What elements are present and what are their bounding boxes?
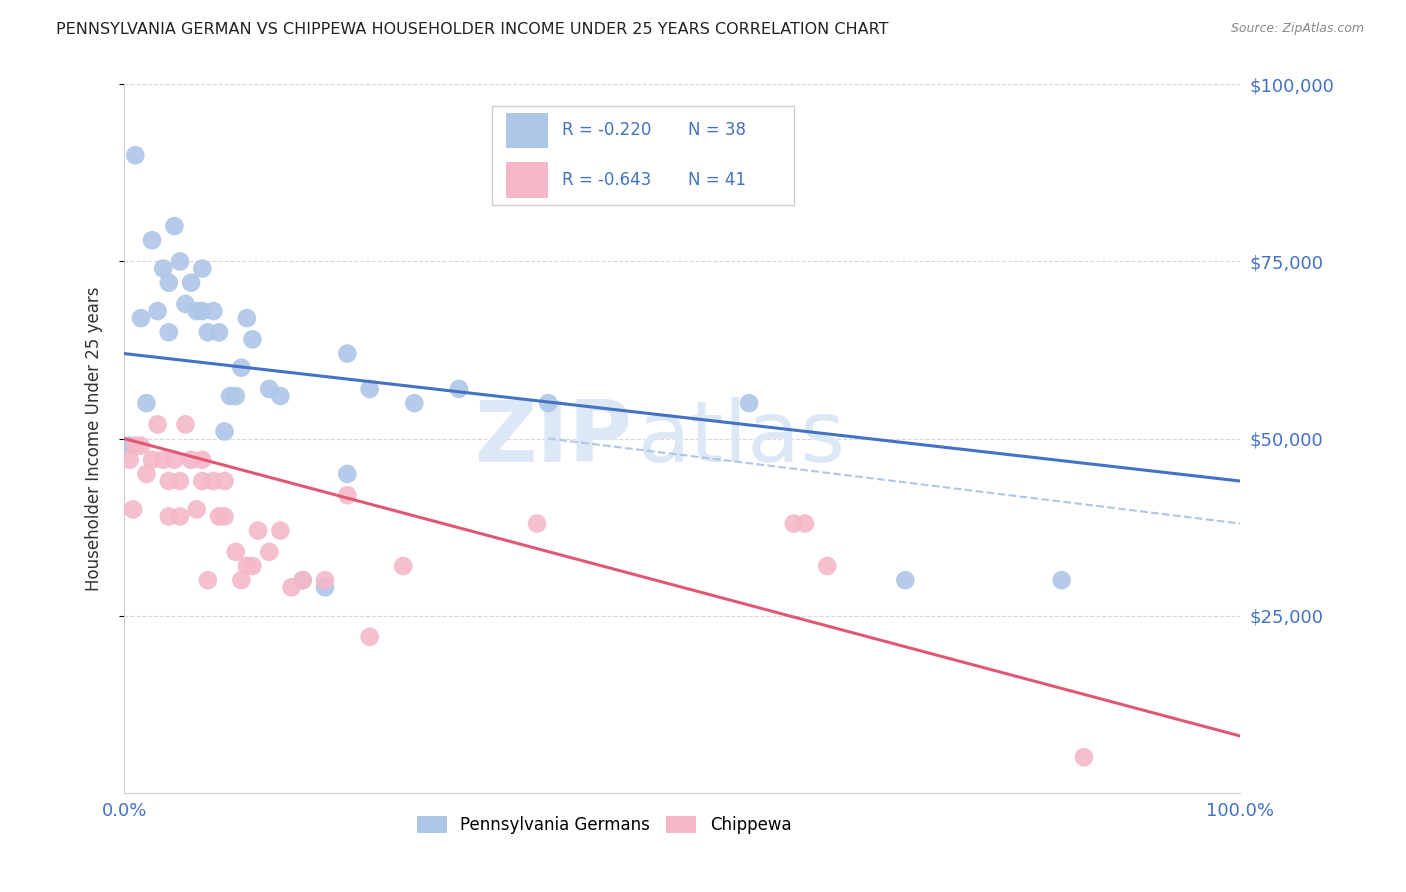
Point bbox=[404, 396, 426, 410]
Point bbox=[236, 311, 259, 326]
Y-axis label: Householder Income Under 25 years: Householder Income Under 25 years bbox=[86, 286, 103, 591]
Point bbox=[242, 559, 264, 574]
Point bbox=[225, 545, 247, 559]
Point bbox=[169, 254, 191, 268]
Point bbox=[124, 439, 146, 453]
Point bbox=[141, 452, 163, 467]
Point bbox=[152, 452, 174, 467]
Point bbox=[169, 509, 191, 524]
Point bbox=[231, 360, 253, 375]
Text: N = 38: N = 38 bbox=[688, 121, 745, 139]
Point bbox=[135, 467, 157, 481]
Point bbox=[219, 389, 242, 403]
Point bbox=[236, 559, 259, 574]
Point bbox=[152, 261, 174, 276]
Text: atlas: atlas bbox=[637, 397, 845, 480]
Point bbox=[247, 524, 270, 538]
Point bbox=[1073, 750, 1095, 764]
Text: R = -0.220: R = -0.220 bbox=[561, 121, 651, 139]
Point bbox=[129, 439, 152, 453]
Point bbox=[214, 474, 236, 488]
Text: PENNSYLVANIA GERMAN VS CHIPPEWA HOUSEHOLDER INCOME UNDER 25 YEARS CORRELATION CH: PENNSYLVANIA GERMAN VS CHIPPEWA HOUSEHOL… bbox=[56, 22, 889, 37]
Text: N = 41: N = 41 bbox=[688, 171, 745, 189]
Point bbox=[157, 474, 180, 488]
Point bbox=[793, 516, 815, 531]
Point bbox=[141, 233, 163, 247]
Point bbox=[738, 396, 761, 410]
Point bbox=[197, 573, 219, 587]
Point bbox=[291, 573, 314, 587]
FancyBboxPatch shape bbox=[506, 112, 548, 148]
Point bbox=[129, 311, 152, 326]
Point bbox=[202, 474, 225, 488]
Point bbox=[118, 452, 141, 467]
Point bbox=[180, 452, 202, 467]
Point bbox=[359, 382, 381, 396]
Point bbox=[815, 559, 838, 574]
Point bbox=[526, 516, 548, 531]
Text: ZIP: ZIP bbox=[474, 397, 631, 480]
Point bbox=[537, 396, 560, 410]
Point bbox=[214, 425, 236, 439]
Point bbox=[122, 502, 145, 516]
Point bbox=[202, 304, 225, 318]
Point bbox=[191, 474, 214, 488]
Point bbox=[894, 573, 917, 587]
Point bbox=[146, 304, 169, 318]
Point bbox=[191, 452, 214, 467]
Point bbox=[146, 417, 169, 432]
Point bbox=[169, 474, 191, 488]
Legend: Pennsylvania Germans, Chippewa: Pennsylvania Germans, Chippewa bbox=[416, 815, 792, 834]
Point bbox=[124, 148, 146, 162]
Point bbox=[269, 524, 291, 538]
Point bbox=[291, 573, 314, 587]
Point bbox=[314, 580, 336, 594]
Point bbox=[191, 304, 214, 318]
Point bbox=[336, 346, 359, 360]
Point bbox=[208, 509, 231, 524]
Point bbox=[280, 580, 302, 594]
Point bbox=[174, 417, 197, 432]
Point bbox=[392, 559, 415, 574]
Point bbox=[180, 276, 202, 290]
Point bbox=[208, 326, 231, 340]
Text: R = -0.643: R = -0.643 bbox=[561, 171, 651, 189]
Point bbox=[783, 516, 806, 531]
Point bbox=[269, 389, 291, 403]
Point bbox=[214, 509, 236, 524]
Point bbox=[314, 573, 336, 587]
Point bbox=[174, 297, 197, 311]
Point bbox=[135, 396, 157, 410]
Point bbox=[242, 332, 264, 346]
Point bbox=[1050, 573, 1073, 587]
Point bbox=[163, 452, 186, 467]
Point bbox=[191, 261, 214, 276]
Point bbox=[197, 326, 219, 340]
Point bbox=[257, 382, 280, 396]
Point bbox=[257, 545, 280, 559]
Point bbox=[157, 276, 180, 290]
Point bbox=[186, 304, 208, 318]
Point bbox=[186, 502, 208, 516]
FancyBboxPatch shape bbox=[506, 162, 548, 198]
Point bbox=[231, 573, 253, 587]
Point bbox=[157, 509, 180, 524]
Text: Source: ZipAtlas.com: Source: ZipAtlas.com bbox=[1230, 22, 1364, 36]
Point bbox=[336, 488, 359, 502]
Point bbox=[336, 467, 359, 481]
FancyBboxPatch shape bbox=[492, 105, 794, 205]
Point bbox=[157, 326, 180, 340]
Point bbox=[359, 630, 381, 644]
Point bbox=[447, 382, 470, 396]
Point bbox=[118, 439, 141, 453]
Point bbox=[163, 219, 186, 233]
Point bbox=[225, 389, 247, 403]
